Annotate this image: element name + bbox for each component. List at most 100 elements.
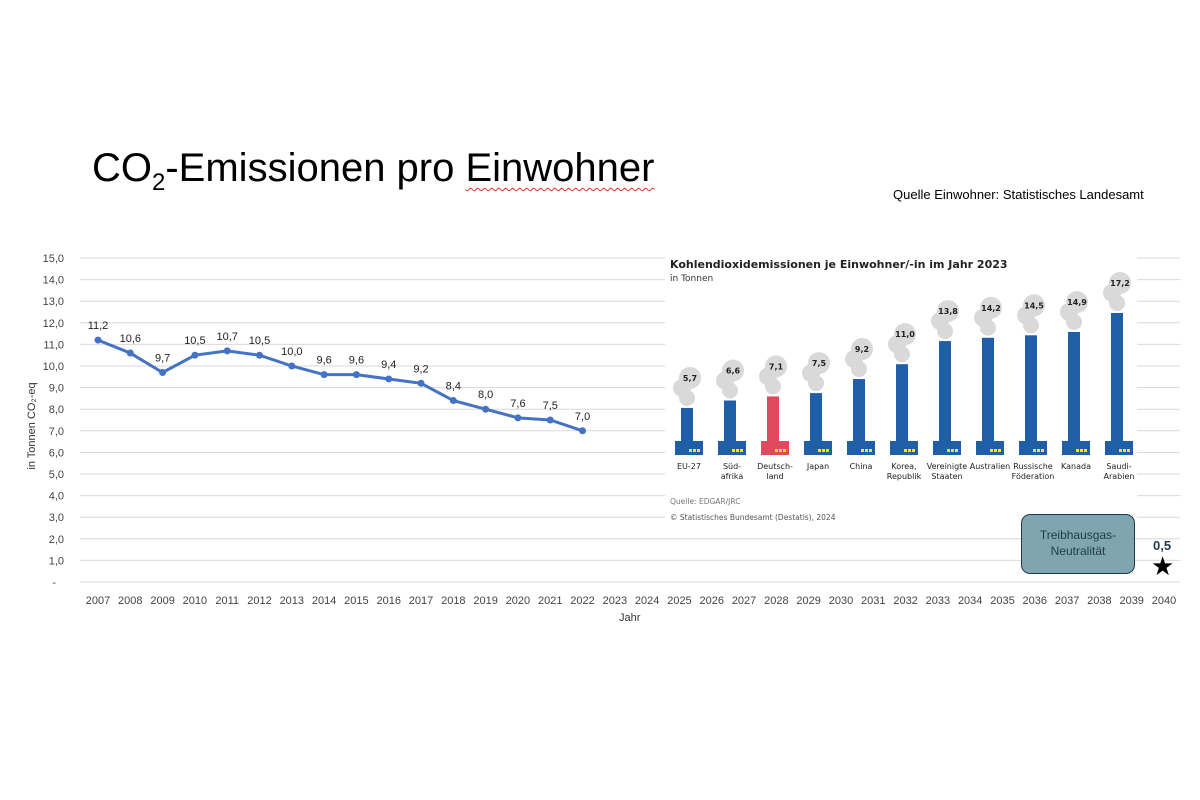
factory-window <box>990 449 993 452</box>
x-tick-label: 2013 <box>280 595 304 607</box>
x-tick-label: 2039 <box>1119 595 1143 607</box>
chimney-bar <box>896 364 908 455</box>
data-label: 10,7 <box>217 331 238 343</box>
factory-window <box>904 449 907 452</box>
x-tick-label: 2040 <box>1152 595 1176 607</box>
data-point <box>482 405 490 413</box>
factory-base <box>1062 441 1090 455</box>
series-line <box>97 338 584 433</box>
category-label: EU-27 <box>677 462 701 471</box>
chimney-bar <box>853 379 865 455</box>
chimney-bar <box>982 337 994 455</box>
y-tick-label: 5,0 <box>49 469 64 481</box>
x-tick-label: 2023 <box>603 595 627 607</box>
x-tick-label: 2029 <box>796 595 820 607</box>
bar-value-label: 13,8 <box>938 307 958 316</box>
x-tick-label: 2014 <box>312 595 336 607</box>
x-tick-label: 2021 <box>538 595 562 607</box>
category-label: Australien <box>970 462 1010 471</box>
factory-window <box>740 449 743 452</box>
data-label: 8,4 <box>446 381 461 393</box>
data-label: 11,2 <box>88 320 109 332</box>
category-label: China <box>850 462 873 471</box>
inset-chart: Kohlendioxidemissionen je Einwohner/-in … <box>665 255 1137 525</box>
smoke-cloud <box>894 323 916 346</box>
factory-window <box>994 449 997 452</box>
bar-value-label: 14,2 <box>981 304 1001 313</box>
factory-base <box>804 441 832 455</box>
data-label: 9,4 <box>381 359 396 371</box>
category-label: Japan <box>806 462 829 471</box>
factory-base <box>718 441 746 455</box>
page-title: CO2-Emissionen pro Einwohner <box>92 146 655 197</box>
data-point <box>159 368 167 376</box>
chimney: 5,7 EU-27 <box>673 366 703 471</box>
bar-value-label: 17,2 <box>1110 279 1130 288</box>
category-label: land <box>766 472 783 481</box>
x-tick-label: 2007 <box>86 595 110 607</box>
data-point <box>288 362 296 370</box>
inset-copyright: © Statistisches Bundesamt (Destatis), 20… <box>670 513 836 522</box>
smoke-cloud <box>1109 272 1131 294</box>
y-tick-label: - <box>52 577 56 589</box>
x-tick-label: 2015 <box>344 595 368 607</box>
y-tick-label: 13,0 <box>43 296 64 308</box>
data-point <box>579 427 587 435</box>
smoke-cloud <box>980 296 1002 319</box>
x-tick-label: 2011 <box>215 595 239 607</box>
factory-window <box>1127 449 1130 452</box>
data-point <box>352 371 360 379</box>
chimney-bar <box>1025 335 1037 455</box>
y-tick-label: 9,0 <box>49 383 64 395</box>
x-tick-label: 2025 <box>667 595 691 607</box>
factory-window <box>1076 449 1079 452</box>
data-label: 9,7 <box>155 352 170 364</box>
factory-window <box>826 449 829 452</box>
factory-window <box>912 449 915 452</box>
data-label: 10,0 <box>281 346 302 358</box>
data-label: 9,6 <box>349 355 364 367</box>
inset-bars: 5,7 EU-27 6,6 Süd-afrika 7,1 Deutsch-land 7,5 J… <box>673 272 1135 481</box>
data-point <box>449 397 457 405</box>
x-tick-label: 2030 <box>829 595 853 607</box>
data-point <box>546 416 554 424</box>
x-tick-label: 2017 <box>409 595 433 607</box>
factory-window <box>693 449 696 452</box>
data-label: 9,2 <box>413 363 428 375</box>
factory-window <box>783 449 786 452</box>
smoke-cloud <box>808 352 830 375</box>
x-tick-label: 2035 <box>990 595 1014 607</box>
factory-base <box>1105 441 1133 455</box>
factory-window <box>998 449 1001 452</box>
y-tick-label: 12,0 <box>43 318 64 330</box>
category-label: Russische <box>1013 462 1052 471</box>
chimney: 6,6 Süd-afrika <box>716 359 746 481</box>
category-label: Arabien <box>1104 472 1135 481</box>
y-tick-label: 1,0 <box>49 555 64 567</box>
factory-base <box>1019 441 1047 455</box>
y-tick-label: 10,0 <box>43 361 64 373</box>
factory-window <box>818 449 821 452</box>
factory-window <box>689 449 692 452</box>
bar-value-label: 6,6 <box>726 367 741 376</box>
factory-window <box>865 449 868 452</box>
y-tick-label: 6,0 <box>49 447 64 459</box>
factory-base <box>761 441 789 455</box>
y-tick-label: 7,0 <box>49 426 64 438</box>
x-tick-label: 2028 <box>764 595 788 607</box>
data-point <box>191 351 199 359</box>
category-label: Föderation <box>1012 472 1055 481</box>
bar-value-label: 14,9 <box>1067 298 1087 307</box>
chimney-bar <box>810 393 822 455</box>
chimney: 7,1 Deutsch-land <box>757 355 793 481</box>
inset-title: Kohlendioxidemissionen je Einwohner/-in … <box>670 258 1008 271</box>
factory-window <box>779 449 782 452</box>
factory-window <box>1080 449 1083 452</box>
target-annotation: Treibhausgas-Neutralität <box>1021 514 1135 574</box>
y-tick-label: 14,0 <box>43 275 64 287</box>
data-label: 10,6 <box>120 333 141 345</box>
data-point <box>320 371 328 379</box>
data-point <box>126 349 134 357</box>
